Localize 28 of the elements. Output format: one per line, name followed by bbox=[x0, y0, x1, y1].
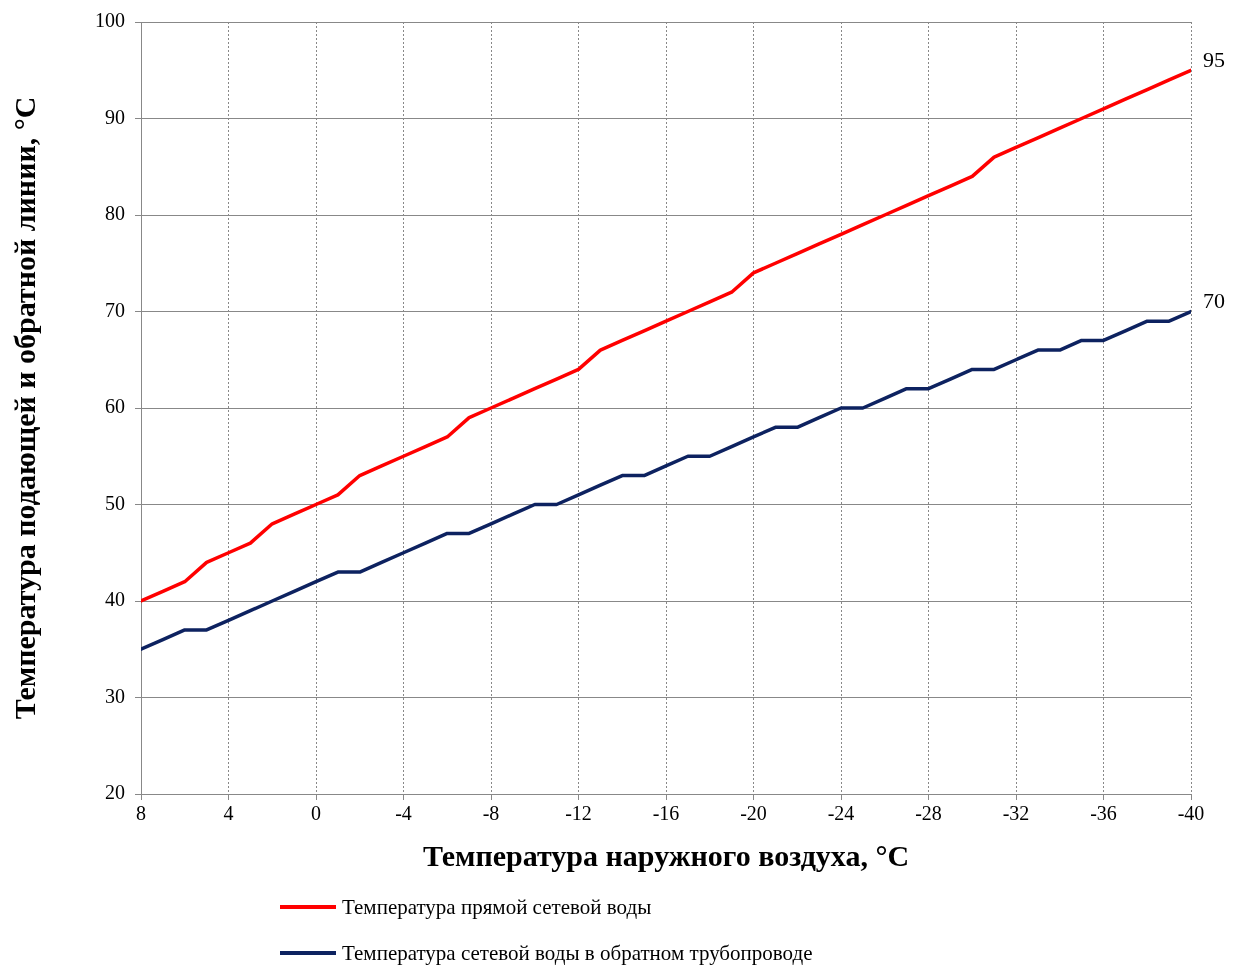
x-tick-label: 4 bbox=[223, 802, 234, 825]
annotation: 70 bbox=[1203, 288, 1225, 314]
y-tick-label: 70 bbox=[105, 298, 125, 321]
x-tick-label: 0 bbox=[311, 802, 321, 825]
x-axis-title: Температура наружного воздуха, °C bbox=[422, 838, 910, 872]
y-tick-label: 50 bbox=[105, 491, 125, 514]
y-tick-label: 80 bbox=[105, 202, 125, 225]
annotation: 95 bbox=[1203, 47, 1225, 73]
legend-label: Температура прямой сетевой воды bbox=[342, 894, 652, 920]
x-tick-label: -4 bbox=[395, 802, 412, 825]
y-tick-label: 20 bbox=[105, 781, 125, 804]
x-tick-label: -24 bbox=[827, 802, 855, 825]
y-axis-title: Температура подающей и обратной линии, °C bbox=[7, 96, 41, 720]
x-tick-label: -40 bbox=[1177, 802, 1205, 825]
y-tick-label: 60 bbox=[105, 395, 125, 418]
x-tick-label: -32 bbox=[1002, 802, 1030, 825]
x-tick-label: -20 bbox=[740, 802, 767, 825]
y-tick-label: 100 bbox=[95, 9, 125, 32]
x-tick-label: -16 bbox=[652, 802, 680, 825]
x-tick-label: -36 bbox=[1090, 802, 1117, 825]
y-tick-label: 40 bbox=[105, 588, 125, 611]
x-tick-label: -12 bbox=[565, 802, 592, 825]
y-tick-label: 90 bbox=[105, 105, 125, 128]
legend-label: Температура сетевой воды в обратном трубопроводе bbox=[342, 940, 813, 966]
x-tick-label: -8 bbox=[482, 802, 500, 825]
x-tick-label: 8 bbox=[136, 802, 146, 825]
x-tick-label: -28 bbox=[915, 802, 942, 825]
y-tick-label: 30 bbox=[105, 684, 125, 707]
